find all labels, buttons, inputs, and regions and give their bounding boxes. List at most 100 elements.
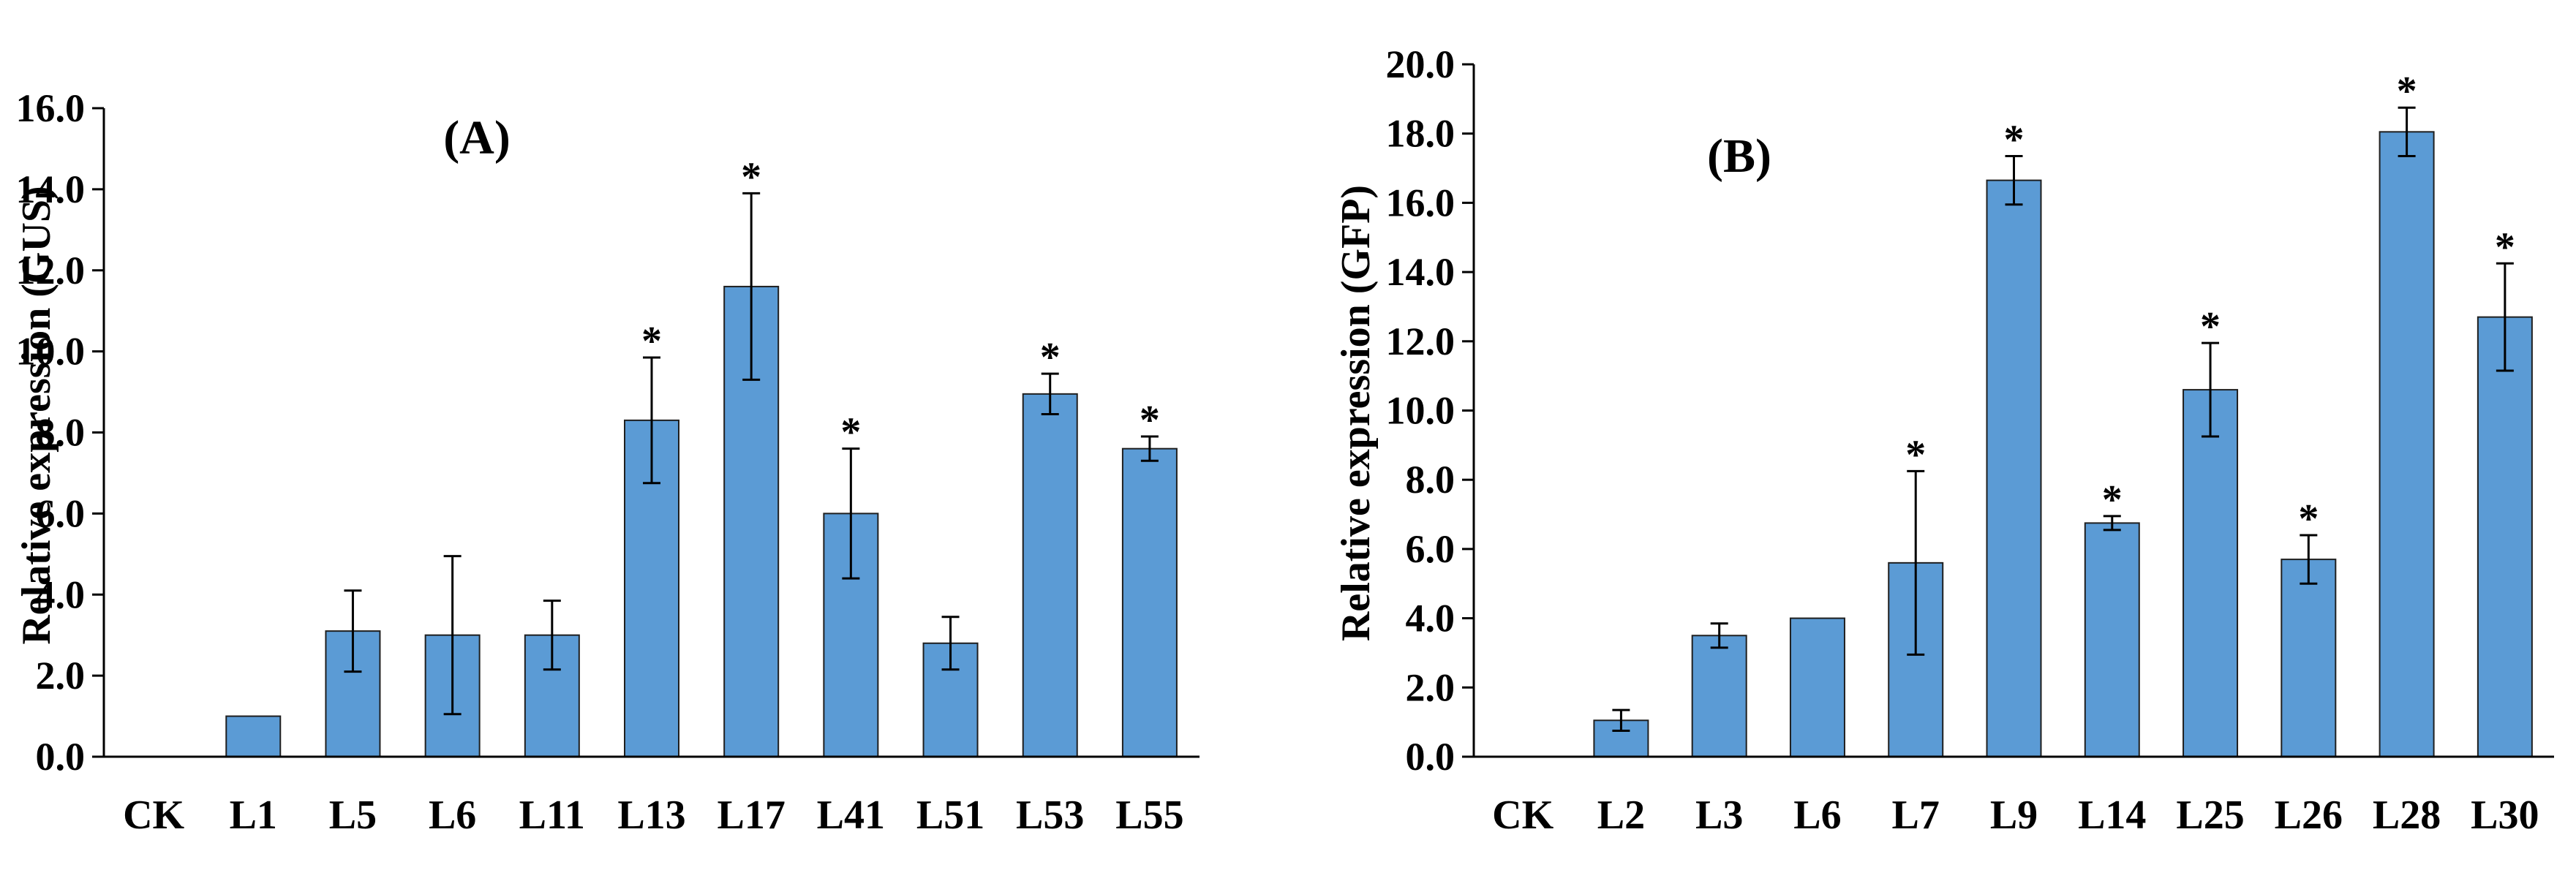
panel-b-x-tick-labels: CK L2 L3 L6 L7 L9 L14 L25 L26 L28 L30: [1492, 793, 2539, 838]
panel-a-x-tick-label-L51: L51: [916, 793, 984, 838]
panel-a-error-bar-L53: [1041, 372, 1059, 416]
panel-b-x-tick-label-L25: L25: [2176, 793, 2244, 838]
panel-a-bar-L1: [225, 715, 282, 757]
panel-b-y-tick-label: 8.0: [1406, 458, 1455, 502]
panel-b-x-tick-label-L14: L14: [2078, 793, 2146, 838]
panel-b-significance-L9: *: [2004, 117, 2025, 162]
panel-a-bar-L55: [1121, 447, 1178, 757]
panel-a-y-ticks: 0.0 2.0 4.0 6.0 8.0 10.0 12.0 14.0 16.0: [16, 86, 104, 779]
panel-b-y-tick-label: 18.0: [1386, 112, 1455, 156]
panel-b-significance-L28: *: [2397, 69, 2417, 114]
panel-a-x-tick-label-L6: L6: [429, 793, 476, 838]
panel-b-x-tick-label-L7: L7: [1892, 793, 1940, 838]
panel-b-x-tick-label-L6: L6: [1793, 793, 1841, 838]
panel-a-y-tick-label: 0.0: [36, 735, 86, 779]
panel-b-bar-L30: [2477, 316, 2533, 757]
panel-a-axes: [102, 108, 1200, 758]
panel-b-bar-L3: [1691, 635, 1747, 758]
panel-b-bar-L6: [1789, 617, 1845, 757]
panel-a-bar-L53: [1022, 393, 1078, 757]
panel-b-y-tick-label: 16.0: [1386, 181, 1455, 224]
panel-b-error-bar-L26: [2300, 534, 2318, 585]
panel-b-significance-marks: * * * * * * *: [1905, 69, 2515, 542]
panel-a-error-bar-L5: [344, 589, 362, 673]
panel-b-significance-L14: *: [2102, 477, 2123, 523]
panel-a-significance-L13: *: [641, 319, 662, 364]
panel-a-error-bar-L11: [543, 600, 561, 671]
panel-a-x-tick-label-L13: L13: [617, 793, 685, 838]
panel-a-x-tick-label-L55: L55: [1115, 793, 1183, 838]
panel-a-y-tick-label: 8.0: [36, 411, 86, 455]
panel-b-error-bars: [1612, 106, 2514, 732]
panel-b-error-bar-L7: [1907, 469, 1925, 656]
panel-b-error-bar-L2: [1612, 708, 1630, 732]
panel-a-error-bar-L17: [742, 192, 761, 381]
panel-a-y-tick-label: 10.0: [16, 330, 86, 374]
panel-b-bars: [1593, 131, 2533, 758]
chart-panel-b: (B) Relative expression (GFP) 0.0 2.0 4.0 6…: [1333, 42, 2554, 838]
panel-b-y-tick-label: 12.0: [1386, 319, 1455, 363]
panel-b-y-tick-label: 20.0: [1386, 42, 1455, 86]
panel-b-bar-L26: [2281, 559, 2337, 757]
panel-b-x-tick-label-L2: L2: [1597, 793, 1645, 838]
panel-a-significance-marks: * * * * *: [641, 154, 1160, 455]
panel-a-error-bar-L13: [643, 356, 660, 485]
panel-a-x-tick-label-L11: L11: [519, 793, 585, 838]
panel-b-significance-L7: *: [1905, 432, 1926, 477]
panel-b-significance-L30: *: [2495, 224, 2515, 270]
panel-b-y-tick-label: 6.0: [1406, 527, 1455, 571]
panel-b-error-bar-L3: [1710, 622, 1728, 649]
panel-a-error-bar-L6: [443, 555, 462, 716]
panel-b-x-tick-label-L9: L9: [1990, 793, 2038, 838]
panel-b-bar-L14: [2084, 522, 2140, 757]
panel-a-significance-L17: *: [741, 154, 761, 200]
panel-b-x-tick-label-L26: L26: [2275, 793, 2343, 838]
panel-b-bar-L25: [2183, 389, 2239, 758]
panel-a-error-bar-L55: [1140, 435, 1159, 462]
panel-a-error-bar-L51: [941, 616, 960, 671]
panel-b-error-bar-L25: [2202, 341, 2220, 438]
panel-a-y-tick-label: 14.0: [16, 167, 86, 211]
panel-a-x-tick-label-L17: L17: [718, 793, 786, 838]
panel-b-x-tick-label-L28: L28: [2373, 793, 2441, 838]
panel-a-y-tick-label: 16.0: [16, 86, 86, 130]
panel-b-x-tick-label-L30: L30: [2471, 793, 2539, 838]
panel-b-error-bar-L28: [2398, 106, 2416, 157]
panel-a-y-tick-label: 4.0: [36, 572, 86, 616]
panel-a-error-bars: [344, 192, 1159, 716]
panel-a-error-bar-L41: [842, 447, 860, 580]
panel-b-y-ticks: 0.0 2.0 4.0 6.0 8.0 10.0 12.0 14.0 16.0 18.0 20.0: [1386, 42, 1474, 779]
panel-b-significance-L26: *: [2298, 496, 2319, 542]
panel-a-x-tick-label-L53: L53: [1016, 793, 1084, 838]
panel-b-error-bar-L14: [2103, 515, 2121, 532]
chart-panel-a: (A) Relative expression (GUS) 0.0 2.0 4.0 6…: [14, 86, 1200, 838]
panel-b-axes: [1472, 64, 2554, 758]
panel-a-x-tick-label-L1: L1: [230, 793, 277, 838]
panel-a-x-tick-labels: CK L1 L5 L6 L11 L13 L17 L41 L51 L53 L55: [123, 793, 1183, 838]
panel-a-significance-L55: *: [1140, 398, 1160, 443]
panel-b-y-tick-label: 10.0: [1386, 389, 1455, 433]
panel-b-y-tick-label: 14.0: [1386, 250, 1455, 294]
panel-a-y-axis-label: Relative expression (GUS): [14, 186, 59, 644]
panel-a-y-tick-label: 2.0: [36, 654, 86, 697]
panel-b-y-tick-label: 4.0: [1406, 597, 1455, 640]
panel-b-significance-L25: *: [2200, 304, 2221, 349]
panel-b-bar-L28: [2379, 131, 2435, 757]
panel-b-title: (B): [1707, 129, 1771, 183]
panel-a-significance-L53: *: [1040, 335, 1061, 380]
panel-a-significance-L41: *: [840, 410, 861, 455]
panel-b-x-tick-label-CK: CK: [1492, 793, 1553, 838]
panel-b-error-bar-L9: [2005, 154, 2023, 206]
panel-b-bar-L9: [1986, 179, 2042, 757]
panel-b-y-axis-label: Relative expression (GFP): [1333, 185, 1379, 641]
panel-a-y-tick-label: 6.0: [36, 491, 86, 535]
panel-b-x-tick-label-L3: L3: [1695, 793, 1743, 838]
panel-b-error-bar-L30: [2496, 262, 2514, 372]
panel-a-title: (A): [443, 111, 511, 165]
panel-a-x-tick-label-L5: L5: [329, 793, 377, 838]
panel-a-x-tick-label-CK: CK: [123, 793, 184, 838]
panel-b-y-tick-label: 0.0: [1406, 735, 1455, 779]
panel-b-y-tick-label: 2.0: [1406, 665, 1455, 709]
panel-a-x-tick-label-L41: L41: [817, 793, 885, 838]
